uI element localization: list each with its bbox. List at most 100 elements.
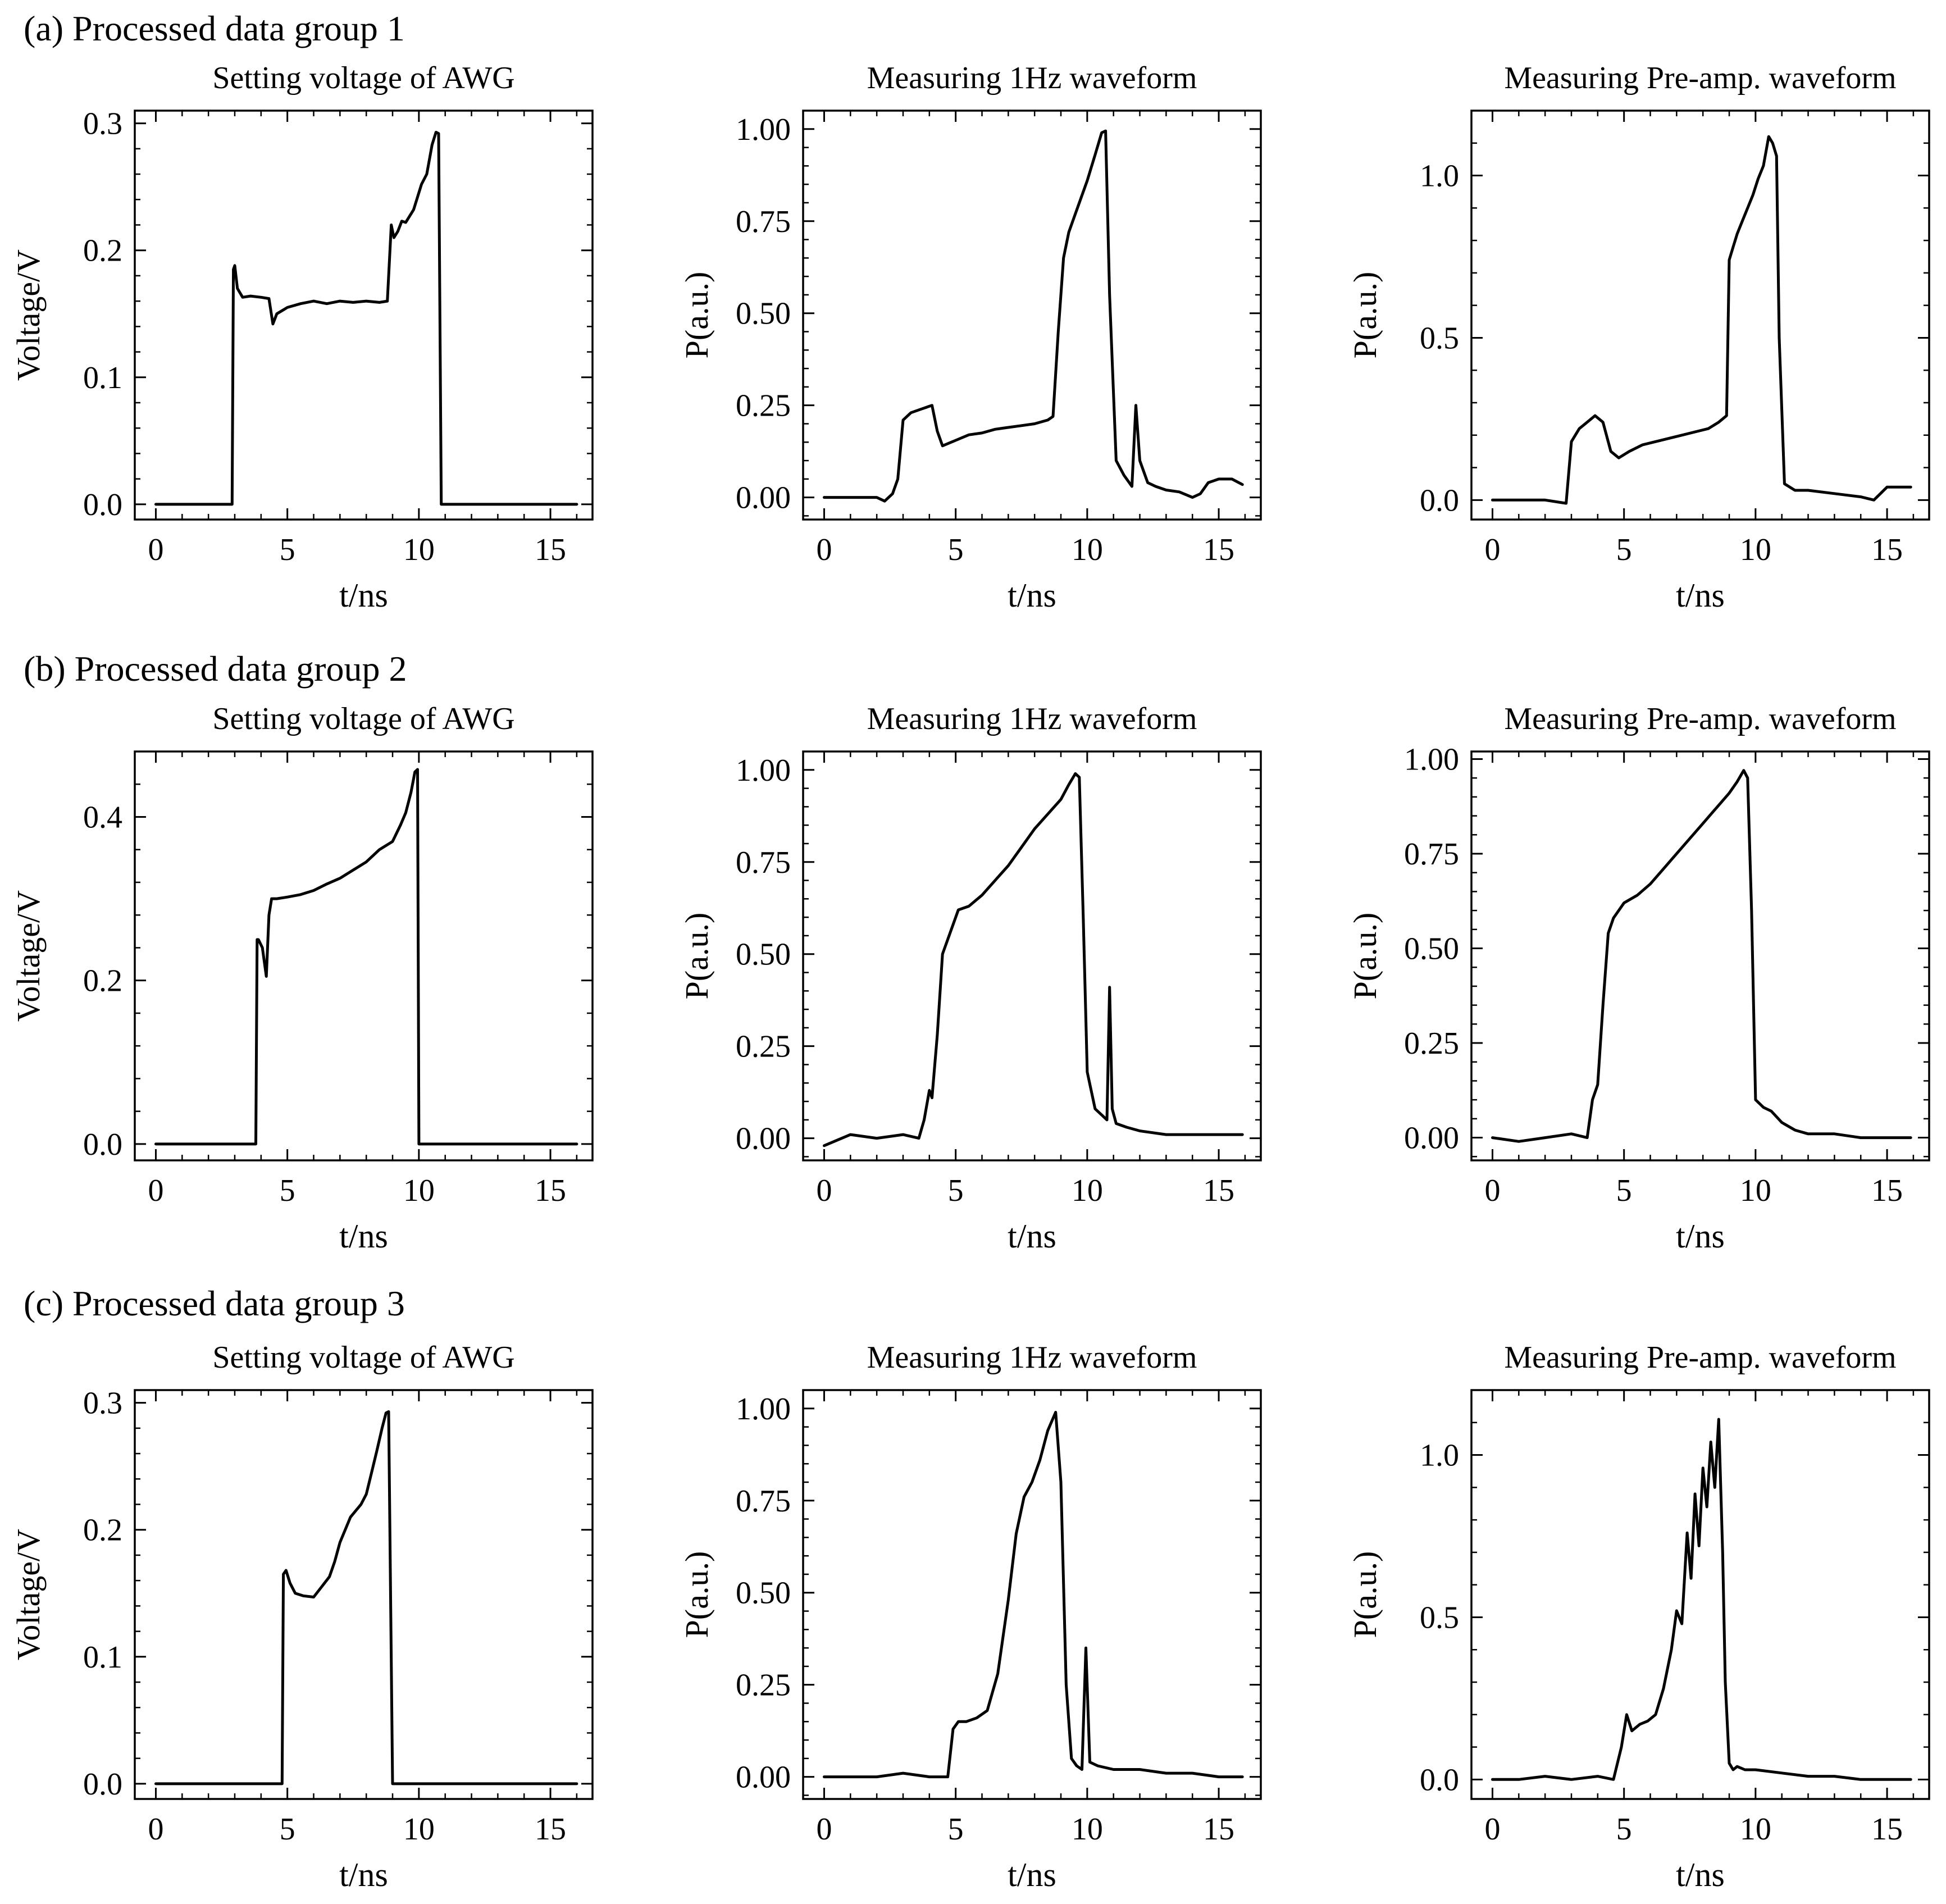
subplot-1: Setting voltage of AWG 0 5 10 15 0.0 0.1 0.2 0.3… [10, 61, 594, 614]
series-line [1491, 1418, 1912, 1781]
y-axis-label: P(a.u.) [1347, 913, 1383, 1000]
y-tick-label: 0.25 [736, 1668, 791, 1703]
x-tick-label: 5 [948, 1173, 964, 1208]
x-tick-label: 5 [1616, 532, 1632, 567]
plot-frame [1470, 1389, 1930, 1800]
y-tick-label: 0.00 [736, 481, 791, 516]
plot-frame [134, 110, 594, 521]
y-tick-label: 0.1 [83, 361, 122, 395]
subplot-7: Setting voltage of AWG 0 5 10 15 0.0 0.1 0.2 0.3… [10, 1340, 594, 1893]
x-tick-label: 15 [535, 1812, 566, 1847]
x-tick-label: 5 [1616, 1173, 1632, 1208]
x-tick-label: 5 [948, 532, 964, 567]
x-axis-label: t/ns [339, 1856, 388, 1893]
x-tick-label: 0 [816, 1173, 832, 1208]
x-axis-label: t/ns [339, 1218, 388, 1255]
y-tick-label: 0.00 [736, 1760, 791, 1795]
x-axis-label: t/ns [1008, 1856, 1056, 1893]
plot-frame [802, 750, 1262, 1161]
subplot-title: Measuring 1Hz waveform [867, 61, 1197, 95]
y-tick-label: 0.00 [1404, 1121, 1459, 1156]
y-tick-label: 0.75 [736, 1484, 791, 1519]
y-tick-label: 0.4 [83, 800, 122, 835]
y-tick-label: 0.0 [83, 1127, 122, 1162]
x-tick-label: 10 [403, 532, 435, 567]
x-tick-label: 10 [403, 1173, 435, 1208]
series-line [823, 1410, 1244, 1779]
y-axis-label: Voltage/V [10, 249, 47, 381]
minor-ticks [135, 111, 593, 520]
subplot-title: Measuring Pre-amp. waveform [1504, 702, 1896, 736]
x-tick-label: 15 [535, 532, 566, 567]
x-tick-label: 10 [1740, 532, 1771, 567]
y-tick-label: 1.00 [736, 753, 791, 788]
minor-ticks [135, 1390, 593, 1799]
x-tick-label: 15 [535, 1173, 566, 1208]
y-tick-label: 0.0 [83, 1767, 122, 1802]
group-label: (c) Processed data group 3 [24, 1283, 405, 1323]
minor-ticks [803, 750, 1261, 1160]
subplot-title: Measuring 1Hz waveform [867, 702, 1197, 736]
x-tick-label: 15 [1203, 1173, 1234, 1208]
subplot-title: Measuring Pre-amp. waveform [1504, 1340, 1896, 1375]
y-tick-label: 0.50 [736, 297, 791, 331]
y-tick-label: 0.2 [83, 234, 122, 268]
y-axis-label: Voltage/V [10, 890, 47, 1022]
subplot-4: Setting voltage of AWG 0 5 10 15 0.0 0.2 0.4 t/n… [10, 702, 594, 1255]
series-line [154, 1410, 578, 1785]
x-axis-label: t/ns [339, 577, 388, 614]
y-axis-label: P(a.u.) [1347, 272, 1383, 359]
x-tick-label: 10 [403, 1812, 435, 1847]
y-axis-label: P(a.u.) [1347, 1551, 1383, 1638]
y-tick-label: 0.5 [1420, 1600, 1459, 1635]
x-axis-label: t/ns [1676, 577, 1725, 614]
y-axis-label: P(a.u.) [678, 1551, 715, 1638]
x-tick-label: 15 [1203, 532, 1234, 567]
minor-ticks [803, 1389, 1261, 1799]
subplot-title: Measuring 1Hz waveform [867, 1340, 1197, 1375]
y-tick-label: 0.50 [1404, 932, 1459, 967]
subplot-6: Measuring Pre-amp. waveform 0 5 10 15 0.00 0.2… [1347, 702, 1930, 1255]
x-tick-label: 15 [1871, 532, 1903, 567]
plot-frame [134, 1389, 594, 1800]
x-tick-label: 0 [1484, 1812, 1500, 1847]
x-tick-label: 0 [1484, 1173, 1500, 1208]
y-tick-label: 0.2 [83, 1513, 122, 1548]
y-tick-label: 0.3 [83, 107, 122, 142]
x-tick-label: 0 [148, 1173, 163, 1208]
y-tick-label: 0.25 [736, 389, 791, 423]
y-axis-label: P(a.u.) [678, 272, 715, 359]
x-tick-label: 10 [1072, 1173, 1103, 1208]
x-tick-label: 0 [148, 1812, 163, 1847]
subplot-8: Measuring 1Hz waveform 0 5 10 15 0.00 0.25 0.50… [678, 1340, 1262, 1893]
y-tick-label: 0.3 [83, 1386, 122, 1421]
series-line [154, 130, 578, 506]
subplot-title: Measuring Pre-amp. waveform [1504, 61, 1896, 95]
y-tick-label: 1.0 [1420, 159, 1459, 194]
x-axis-label: t/ns [1008, 1218, 1056, 1255]
y-tick-label: 0.0 [83, 488, 122, 522]
x-tick-label: 5 [280, 1812, 295, 1847]
y-tick-label: 1.00 [1404, 742, 1459, 777]
y-tick-label: 0.50 [736, 937, 791, 972]
x-tick-label: 0 [816, 532, 832, 567]
x-tick-label: 0 [1484, 532, 1500, 567]
y-tick-label: 0.0 [1420, 1762, 1459, 1797]
y-tick-label: 0.25 [1404, 1026, 1459, 1061]
subplot-5: Measuring 1Hz waveform 0 5 10 15 0.00 0.25 0.50… [678, 702, 1262, 1255]
y-tick-label: 0.50 [736, 1576, 791, 1611]
x-tick-label: 10 [1072, 1812, 1103, 1847]
minor-ticks [1471, 1389, 1929, 1799]
minor-ticks [1471, 751, 1929, 1160]
x-tick-label: 10 [1740, 1173, 1771, 1208]
minor-ticks [135, 750, 593, 1160]
plot-frame [134, 750, 594, 1161]
minor-ticks [1471, 110, 1929, 520]
y-tick-label: 0.75 [736, 845, 791, 880]
y-tick-label: 0.0 [1420, 483, 1459, 518]
y-axis-label: P(a.u.) [678, 913, 715, 1000]
subplot-title: Setting voltage of AWG [212, 1340, 514, 1375]
y-tick-label: 0.25 [736, 1030, 791, 1064]
plot-frame [802, 110, 1262, 521]
